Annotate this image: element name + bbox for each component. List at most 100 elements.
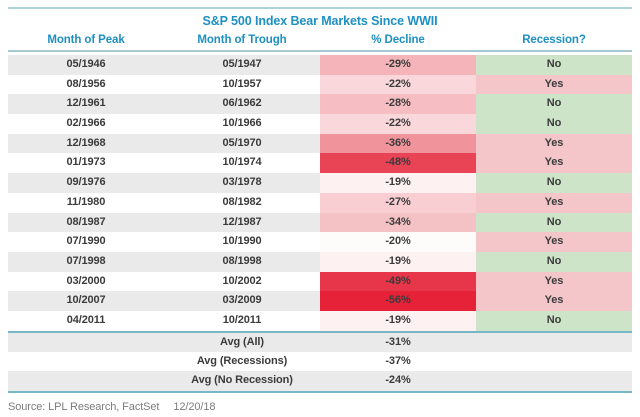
- decline-cell: -29%: [320, 55, 476, 75]
- empty-cell: [476, 371, 632, 390]
- decline-cell: -34%: [320, 212, 476, 233]
- summary-label-cell: Avg (Recessions): [196, 354, 288, 367]
- table-body: 05/1946 05/1947 -29% No 08/1956 10/1957 -22% Ye…: [8, 55, 632, 331]
- decline-cell: -27%: [320, 192, 476, 213]
- recession-cell: No: [476, 94, 632, 115]
- table-title: S&P 500 Index Bear Markets Since WWII: [202, 14, 438, 28]
- recession-cell: No: [476, 212, 632, 233]
- trough-cell: 10/1974: [222, 156, 262, 169]
- summary-rows: Avg (All) -31% Avg (Recessions) -37% Avg (No…: [8, 332, 632, 391]
- table-row: 02/1966 10/1966 -22% No: [8, 114, 632, 134]
- column-header-month-of-trough: Month of Trough: [197, 34, 287, 46]
- source-note: Source: LPL Research, FactSet 12/20/18: [8, 401, 632, 413]
- peak-cell: 10/2007: [66, 294, 106, 307]
- trough-cell: 10/1957: [222, 77, 262, 90]
- trough-cell: 05/1947: [222, 58, 262, 70]
- table-row: 08/1987 12/1987 -34% No: [8, 212, 632, 233]
- peak-cell: 05/1946: [66, 58, 106, 70]
- summary-label-cell: Avg (All): [220, 335, 264, 348]
- peak-cell: 03/2000: [66, 274, 106, 287]
- decline-cell: -22%: [320, 114, 476, 134]
- summary-decline-cell: -37%: [385, 354, 411, 367]
- header-rule: [8, 50, 632, 52]
- recession-cell: Yes: [476, 232, 632, 252]
- table-row: 07/1998 08/1998 -19% No: [8, 251, 632, 272]
- peak-cell: 04/2011: [66, 313, 106, 326]
- summary-decline-cell: -24%: [385, 374, 411, 387]
- decline-cell: -19%: [320, 173, 476, 193]
- peak-cell: 07/1998: [66, 254, 106, 267]
- peak-cell: 12/1961: [66, 97, 106, 110]
- decline-cell: -49%: [320, 271, 476, 292]
- recession-cell: Yes: [476, 153, 632, 174]
- summary-row: Avg (No Recession) -24%: [8, 371, 632, 391]
- trough-cell: 03/1978: [222, 176, 262, 189]
- decline-cell: -56%: [320, 291, 476, 311]
- decline-cell: -48%: [320, 153, 476, 174]
- empty-cell: [8, 333, 164, 352]
- peak-cell: 11/1980: [66, 195, 106, 208]
- column-header-percent-decline: % Decline: [371, 34, 425, 46]
- peak-cell: 08/1987: [66, 215, 106, 228]
- decline-cell: -19%: [320, 310, 476, 331]
- source-label: Source: LPL Research, FactSet: [8, 400, 160, 413]
- summary-row: Avg (All) -31%: [8, 332, 632, 352]
- recession-cell: No: [476, 114, 632, 134]
- trough-cell: 05/1970: [222, 136, 262, 149]
- source-date: 12/20/18: [173, 400, 216, 413]
- table-row: 12/1968 05/1970 -36% Yes: [8, 133, 632, 154]
- peak-cell: 02/1966: [66, 117, 106, 130]
- table-row: 11/1980 08/1982 -27% Yes: [8, 192, 632, 213]
- decline-cell: -28%: [320, 94, 476, 115]
- trough-cell: 03/2009: [222, 294, 262, 307]
- table-row: 05/1946 05/1947 -29% No: [8, 55, 632, 75]
- recession-cell: Yes: [476, 192, 632, 213]
- empty-cell: [476, 352, 632, 371]
- recession-cell: No: [476, 55, 632, 75]
- column-header-month-of-peak: Month of Peak: [47, 34, 125, 46]
- column-header-recession: Recession?: [522, 34, 586, 46]
- summary-label-cell: Avg (No Recession): [191, 374, 293, 387]
- recession-cell: No: [476, 251, 632, 272]
- recession-cell: Yes: [476, 271, 632, 292]
- table-row: 09/1976 03/1978 -19% No: [8, 173, 632, 193]
- summary-row: Avg (Recessions) -37%: [8, 351, 632, 372]
- trough-cell: 10/1966: [222, 117, 262, 130]
- trough-cell: 12/1987: [222, 215, 262, 228]
- table-row: 12/1961 06/1962 -28% No: [8, 94, 632, 115]
- peak-cell: 07/1990: [66, 235, 106, 248]
- trough-cell: 08/1998: [222, 254, 262, 267]
- summary-decline-cell: -31%: [385, 335, 411, 348]
- trough-cell: 08/1982: [222, 195, 262, 208]
- peak-cell: 08/1956: [66, 77, 106, 90]
- empty-cell: [8, 371, 164, 390]
- table-row: 04/2011 10/2011 -19% No: [8, 310, 632, 331]
- bottom-rule: [8, 390, 632, 393]
- peak-cell: 12/1968: [66, 136, 106, 149]
- table-row: 07/1990 10/1990 -20% Yes: [8, 232, 632, 252]
- top-rule: [8, 7, 632, 9]
- bear-markets-table: S&P 500 Index Bear Markets Since WWII Mo…: [8, 7, 632, 413]
- recession-cell: Yes: [476, 133, 632, 154]
- recession-cell: Yes: [476, 291, 632, 311]
- decline-cell: -22%: [320, 74, 476, 95]
- trough-cell: 10/2002: [222, 274, 262, 287]
- recession-cell: No: [476, 173, 632, 193]
- empty-cell: [476, 333, 632, 352]
- trough-cell: 06/1962: [222, 97, 262, 110]
- table-row: 10/2007 03/2009 -56% Yes: [8, 291, 632, 311]
- table-header-row: Month of Peak Month of Trough % Decline …: [8, 33, 632, 50]
- peak-cell: 09/1976: [66, 176, 106, 189]
- table-row: 03/2000 10/2002 -49% Yes: [8, 271, 632, 292]
- trough-cell: 10/2011: [222, 313, 262, 326]
- empty-cell: [8, 352, 164, 371]
- trough-cell: 10/1990: [222, 235, 262, 248]
- table-row: 01/1973 10/1974 -48% Yes: [8, 153, 632, 174]
- table-row: 08/1956 10/1957 -22% Yes: [8, 74, 632, 95]
- recession-cell: No: [476, 310, 632, 331]
- recession-cell: Yes: [476, 74, 632, 95]
- peak-cell: 01/1973: [66, 156, 106, 169]
- decline-cell: -36%: [320, 133, 476, 154]
- decline-cell: -19%: [320, 251, 476, 272]
